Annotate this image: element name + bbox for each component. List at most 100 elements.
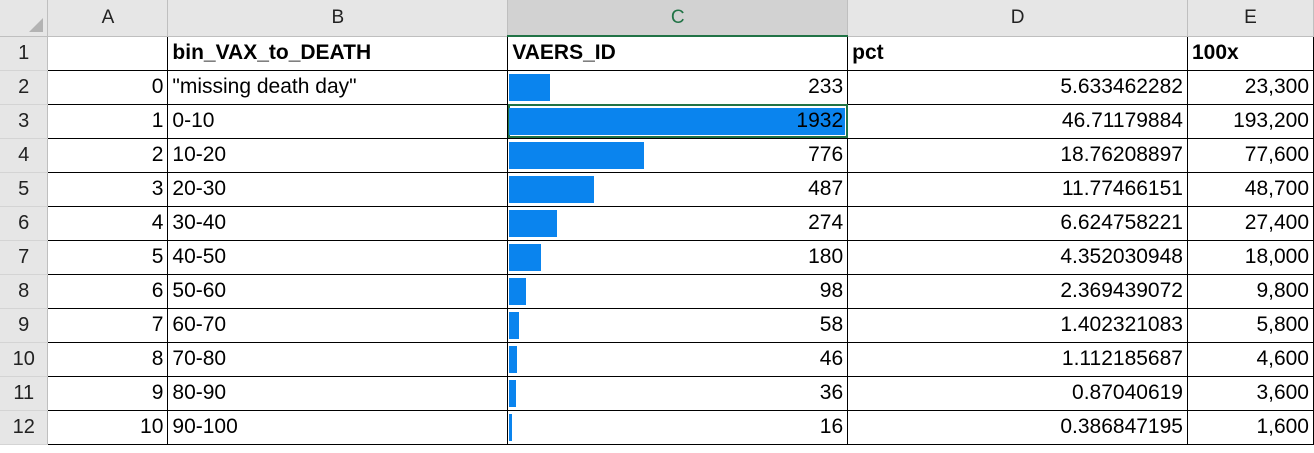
- cell-pct[interactable]: 18.76208897: [847, 138, 1188, 173]
- data-bar: [509, 243, 541, 271]
- cell-index[interactable]: 10: [47, 410, 169, 445]
- cell-index[interactable]: 5: [47, 240, 169, 275]
- select-all-icon: [29, 17, 44, 32]
- row-header[interactable]: 1: [0, 36, 49, 71]
- row-header[interactable]: 8: [0, 274, 49, 309]
- data-bar: [509, 311, 520, 339]
- data-bar: [509, 277, 527, 305]
- cell-pct[interactable]: 4.352030948: [847, 240, 1188, 275]
- cell-index[interactable]: 1: [47, 104, 169, 139]
- cell-pct[interactable]: 0.386847195: [847, 410, 1188, 445]
- cell-100x[interactable]: 3,600: [1187, 376, 1314, 411]
- cell-pct[interactable]: 46.71179884: [847, 104, 1188, 139]
- data-bar: [509, 141, 645, 169]
- data-bar: [509, 379, 516, 407]
- table-row: 2 0 "missing death day" 233 5.633462282 23,30…: [0, 70, 1314, 105]
- cell-value: 58: [819, 313, 844, 336]
- cell-d1[interactable]: pct: [847, 36, 1188, 71]
- cell-index[interactable]: 8: [47, 342, 169, 377]
- cell-bin[interactable]: 0-10: [167, 104, 509, 139]
- table-row: 12 10 90-100 16 0.386847195 1,600: [0, 410, 1314, 445]
- select-all-corner[interactable]: [0, 0, 49, 37]
- cell-bin[interactable]: 40-50: [167, 240, 509, 275]
- column-header-c[interactable]: C: [507, 0, 849, 37]
- cell-bin[interactable]: 60-70: [167, 308, 509, 343]
- cell-value: 776: [808, 143, 844, 166]
- cell-bin[interactable]: 20-30: [167, 172, 509, 207]
- cell-100x[interactable]: 48,700: [1187, 172, 1314, 207]
- cell-vaers-id[interactable]: 233: [507, 70, 849, 105]
- cell-index[interactable]: 2: [47, 138, 169, 173]
- row-header[interactable]: 5: [0, 172, 49, 207]
- row-header[interactable]: 10: [0, 342, 49, 377]
- cell-100x[interactable]: 1,600: [1187, 410, 1314, 445]
- column-header-e[interactable]: E: [1187, 0, 1314, 37]
- cell-c1[interactable]: VAERS_ID: [507, 36, 849, 71]
- cell-vaers-id[interactable]: 58: [507, 308, 849, 343]
- row-header[interactable]: 11: [0, 376, 49, 411]
- cell-vaers-id[interactable]: 274: [507, 206, 849, 241]
- cell-bin[interactable]: 10-20: [167, 138, 509, 173]
- row-header[interactable]: 9: [0, 308, 49, 343]
- cell-bin[interactable]: 90-100: [167, 410, 509, 445]
- cell-e1[interactable]: 100x: [1187, 36, 1314, 71]
- cell-100x[interactable]: 77,600: [1187, 138, 1314, 173]
- column-header-a[interactable]: A: [47, 0, 169, 37]
- cell-vaers-id[interactable]: 180: [507, 240, 849, 275]
- cell-pct[interactable]: 2.369439072: [847, 274, 1188, 309]
- cell-bin[interactable]: "missing death day": [167, 70, 509, 105]
- table-row: 8 6 50-60 98 2.369439072 9,800: [0, 274, 1314, 309]
- cell-100x[interactable]: 4,600: [1187, 342, 1314, 377]
- row-header[interactable]: 4: [0, 138, 49, 173]
- cell-100x[interactable]: 5,800: [1187, 308, 1314, 343]
- cell-100x[interactable]: 27,400: [1187, 206, 1314, 241]
- cell-pct[interactable]: 1.112185687: [847, 342, 1188, 377]
- cell-100x[interactable]: 193,200: [1187, 104, 1314, 139]
- cell-pct[interactable]: 6.624758221: [847, 206, 1188, 241]
- cell-vaers-id[interactable]: 776: [507, 138, 849, 173]
- cell-bin[interactable]: 80-90: [167, 376, 509, 411]
- cell-bin[interactable]: 70-80: [167, 342, 509, 377]
- row-header[interactable]: 6: [0, 206, 49, 241]
- table-row: 9 7 60-70 58 1.402321083 5,800: [0, 308, 1314, 343]
- cell-value: 274: [808, 211, 844, 234]
- cell-vaers-id[interactable]: 98: [507, 274, 849, 309]
- cell-100x[interactable]: 18,000: [1187, 240, 1314, 275]
- table-row: 5 3 20-30 487 11.77466151 48,700: [0, 172, 1314, 207]
- cell-index[interactable]: 4: [47, 206, 169, 241]
- row-header[interactable]: 7: [0, 240, 49, 275]
- data-bar: [509, 209, 557, 237]
- cell-index[interactable]: 6: [47, 274, 169, 309]
- column-header-d[interactable]: D: [847, 0, 1188, 37]
- cell-pct[interactable]: 11.77466151: [847, 172, 1188, 207]
- cell-pct[interactable]: 5.633462282: [847, 70, 1188, 105]
- cell-pct[interactable]: 1.402321083: [847, 308, 1188, 343]
- cell-vaers-id[interactable]: 1932: [507, 104, 849, 139]
- cell-vaers-id[interactable]: 16: [507, 410, 849, 445]
- cell-100x[interactable]: 23,300: [1187, 70, 1314, 105]
- cell-index[interactable]: 3: [47, 172, 169, 207]
- cell-100x[interactable]: 9,800: [1187, 274, 1314, 309]
- column-header-b[interactable]: B: [167, 0, 509, 37]
- cell-value: 180: [808, 245, 844, 268]
- row-header[interactable]: 2: [0, 70, 49, 105]
- cell-index[interactable]: 0: [47, 70, 169, 105]
- table-row: 4 2 10-20 776 18.76208897 77,600: [0, 138, 1314, 173]
- cell-vaers-id[interactable]: 46: [507, 342, 849, 377]
- row-header[interactable]: 12: [0, 410, 49, 445]
- cell-index[interactable]: 9: [47, 376, 169, 411]
- table-row: 11 9 80-90 36 0.87040619 3,600: [0, 376, 1314, 411]
- cell-a1[interactable]: [47, 36, 169, 71]
- data-bar: [509, 73, 550, 101]
- row-header[interactable]: 3: [0, 104, 49, 139]
- cell-pct[interactable]: 0.87040619: [847, 376, 1188, 411]
- cell-b1[interactable]: bin_VAX_to_DEATH: [167, 36, 509, 71]
- cell-vaers-id[interactable]: 36: [507, 376, 849, 411]
- cell-value: 46: [819, 347, 844, 370]
- cell-bin[interactable]: 30-40: [167, 206, 509, 241]
- cell-value: 1932: [796, 109, 844, 132]
- cell-vaers-id[interactable]: 487: [507, 172, 849, 207]
- cell-bin[interactable]: 50-60: [167, 274, 509, 309]
- cell-value: 98: [819, 279, 844, 302]
- cell-index[interactable]: 7: [47, 308, 169, 343]
